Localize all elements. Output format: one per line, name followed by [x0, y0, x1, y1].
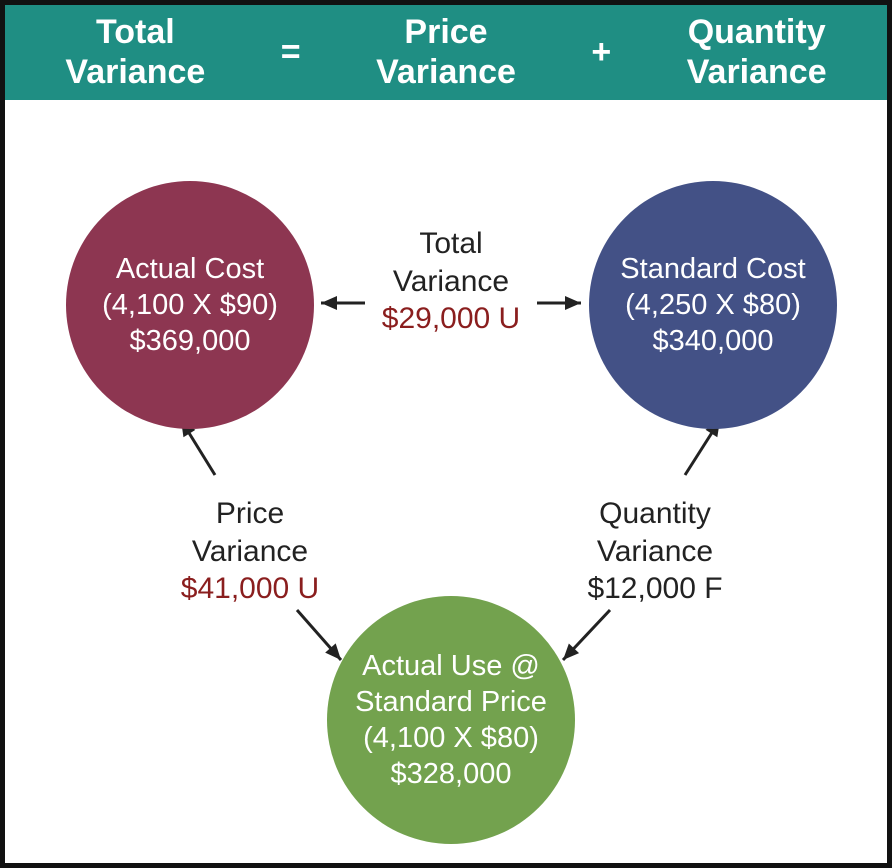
actual-use-circle: Actual Use @ Standard Price (4,100 X $80…	[327, 596, 575, 844]
actual-cost-circle: Actual Cost (4,100 X $90) $369,000	[66, 181, 314, 429]
actual-cost-l2: (4,100 X $90)	[102, 287, 278, 323]
actual-use-l4: $328,000	[391, 756, 512, 792]
header-price-l2: Variance	[376, 53, 516, 91]
quantity-variance-label: Quantity Variance $12,000 F	[535, 495, 775, 608]
quantity-variance-l1: Quantity	[599, 497, 711, 530]
header-price: Price Variance	[316, 5, 577, 99]
header-price-l1: Price	[404, 13, 487, 51]
actual-cost-l3: $369,000	[130, 323, 251, 359]
standard-cost-l2: (4,250 X $80)	[625, 287, 801, 323]
standard-cost-l3: $340,000	[653, 323, 774, 359]
header-quantity-l2: Variance	[687, 53, 827, 91]
header-total-l1: Total	[96, 13, 175, 51]
actual-use-l2: Standard Price	[355, 684, 547, 720]
equation-header: Total Variance = Price Variance + Quanti…	[0, 0, 892, 100]
header-quantity-l1: Quantity	[688, 13, 826, 51]
actual-cost-l1: Actual Cost	[116, 251, 264, 287]
actual-use-l1: Actual Use @	[362, 648, 540, 684]
standard-cost-l1: Standard Cost	[620, 251, 805, 287]
header-quantity: Quantity Variance	[626, 5, 887, 99]
header-total: Total Variance	[5, 5, 266, 99]
price-variance-l1: Price	[216, 497, 284, 530]
header-total-l2: Variance	[65, 53, 205, 91]
diagram-body: Actual Cost (4,100 X $90) $369,000 Stand…	[0, 100, 892, 868]
quantity-variance-amount: $12,000 F	[587, 572, 722, 605]
price-variance-amount: $41,000 U	[181, 572, 319, 605]
price-variance-l2: Variance	[192, 535, 308, 568]
total-variance-l1: Total	[419, 227, 482, 260]
price-variance-label: Price Variance $41,000 U	[140, 495, 360, 608]
total-variance-amount: $29,000 U	[382, 302, 520, 335]
variance-diagram: Total Variance = Price Variance + Quanti…	[0, 0, 892, 868]
total-variance-l2: Variance	[393, 265, 509, 298]
header-plus: +	[576, 33, 626, 72]
header-equals: =	[266, 33, 316, 72]
actual-use-l3: (4,100 X $80)	[363, 720, 539, 756]
total-variance-label: Total Variance $29,000 U	[341, 225, 561, 338]
standard-cost-circle: Standard Cost (4,250 X $80) $340,000	[589, 181, 837, 429]
quantity-variance-l2: Variance	[597, 535, 713, 568]
